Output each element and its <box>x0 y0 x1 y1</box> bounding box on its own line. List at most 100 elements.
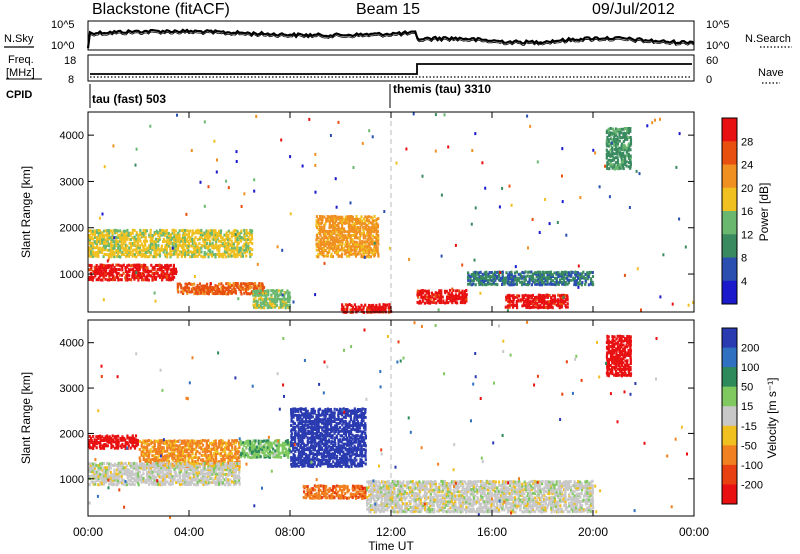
velocity-cell <box>156 470 160 474</box>
power-cell <box>533 280 536 284</box>
power-colorbar-swatch <box>722 211 737 235</box>
power-cell <box>351 305 354 309</box>
power-cell <box>588 270 591 274</box>
power-cell <box>227 290 230 294</box>
power-cell <box>258 305 261 309</box>
velocity-cell <box>272 441 275 445</box>
velocity-cell <box>243 453 246 457</box>
velocity-cell <box>147 454 151 458</box>
velocity-cell <box>173 474 176 478</box>
power-cell <box>210 244 213 248</box>
power-cell <box>220 254 223 258</box>
velocity-cell <box>205 443 208 447</box>
velocity-cell <box>304 452 308 456</box>
power-cell <box>614 127 617 131</box>
power-cell <box>147 272 150 276</box>
velocity-cell <box>134 478 138 482</box>
velocity-cell <box>128 474 131 478</box>
power-cell <box>346 215 349 219</box>
power-cell <box>186 291 189 295</box>
power-cell <box>539 296 542 300</box>
power-cell <box>267 289 270 293</box>
velocity-cell <box>275 441 279 445</box>
power-cell <box>613 156 616 160</box>
power-cell <box>337 226 340 229</box>
power-cell <box>175 236 178 240</box>
power-cell <box>245 232 248 235</box>
power-cell <box>243 236 247 240</box>
velocity-cell <box>132 464 135 467</box>
power-cell <box>192 246 195 249</box>
velocity-cell <box>308 447 312 451</box>
power-cell <box>157 274 160 278</box>
power-cell <box>91 278 94 282</box>
velocity-cell <box>294 407 297 411</box>
power-cell <box>204 239 207 243</box>
velocity-cell <box>311 415 314 419</box>
velocity-cell <box>99 436 102 440</box>
velocity-cell <box>298 456 301 460</box>
velocity-cell <box>124 438 127 442</box>
power-cell <box>335 229 338 233</box>
power-cell <box>351 215 354 219</box>
power-cell <box>559 299 562 303</box>
velocity-cell <box>117 470 120 473</box>
power-cell <box>155 250 158 254</box>
velocity-cell <box>148 470 151 474</box>
power-cell <box>629 136 632 139</box>
velocity-cell <box>179 475 182 478</box>
power-cell <box>591 275 595 278</box>
power-cell <box>377 242 380 246</box>
power-cell <box>249 228 252 232</box>
power-cell <box>157 239 160 243</box>
velocity-cell <box>295 408 298 412</box>
power-cell <box>463 291 466 295</box>
power-cell <box>330 247 333 250</box>
power-cell <box>117 255 120 258</box>
power-cell <box>184 285 187 289</box>
power-cell <box>617 167 620 171</box>
power-cell <box>618 139 621 143</box>
power-cell <box>361 240 364 243</box>
power-cell <box>367 253 370 256</box>
power-cell <box>543 306 546 309</box>
power-cell <box>541 299 544 303</box>
power-cell <box>97 248 100 252</box>
power-cell <box>326 230 329 234</box>
velocity-cell <box>173 461 176 465</box>
power-cell <box>609 137 613 141</box>
power-cell <box>97 246 100 250</box>
power-cell <box>536 160 539 164</box>
velocity-cell <box>299 422 302 426</box>
power-cell <box>209 233 212 237</box>
velocity-cell <box>211 470 214 474</box>
power-cell <box>504 281 507 285</box>
power-cell <box>369 236 372 240</box>
velocity-cell <box>288 447 291 451</box>
power-cell <box>332 221 335 225</box>
power-cell <box>508 283 511 287</box>
power-cell <box>245 242 248 245</box>
velocity-cell <box>102 462 106 465</box>
power-cell <box>130 246 133 249</box>
velocity-cell <box>160 452 163 456</box>
noise-left-tick-bottom: 10^0 <box>51 40 75 52</box>
power-cell <box>627 156 631 160</box>
velocity-cell <box>135 477 138 481</box>
power-cell <box>346 234 349 238</box>
power-cell <box>102 268 105 272</box>
power-cell <box>232 242 235 246</box>
power-cell <box>326 217 329 221</box>
velocity-cell <box>202 478 205 482</box>
velocity-cell <box>109 474 113 478</box>
power-cell <box>353 251 357 255</box>
power-cell <box>236 240 239 244</box>
power-cell <box>527 304 530 308</box>
velocity-cell <box>254 439 257 443</box>
power-cell <box>99 236 102 240</box>
power-cell <box>201 290 205 294</box>
velocity-cell <box>162 461 165 465</box>
power-cell <box>102 241 105 245</box>
power-cell <box>551 273 554 277</box>
velocity-cell <box>268 455 271 459</box>
